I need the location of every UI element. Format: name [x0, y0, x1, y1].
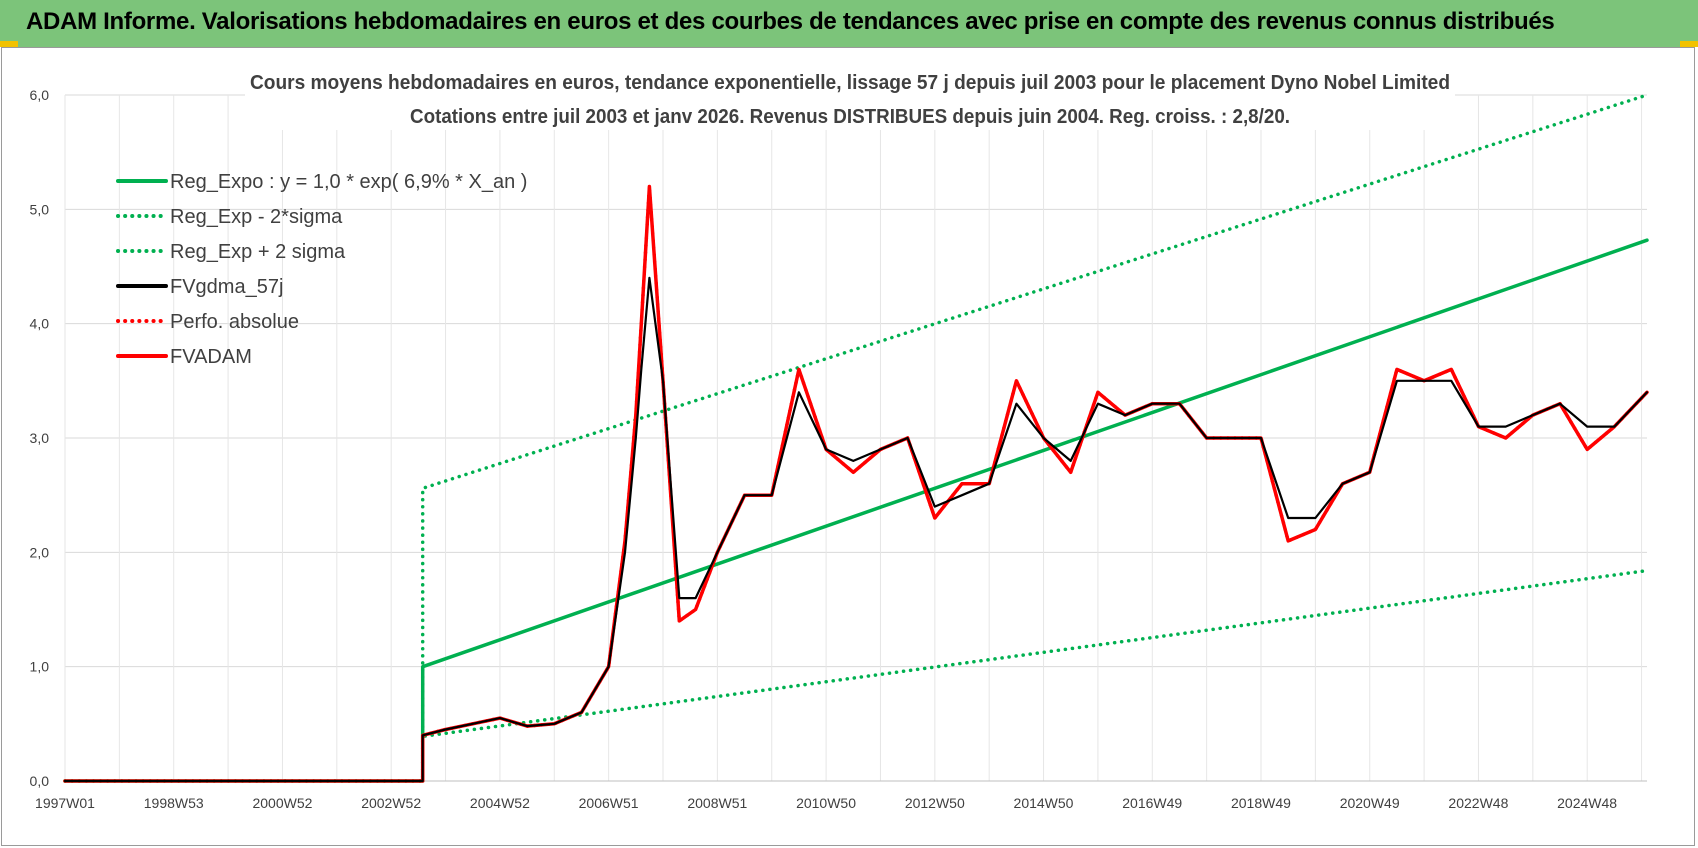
legend-label: Perfo. absolue [170, 311, 299, 333]
page-title: ADAM Informe. Valorisations hebdomadaire… [26, 8, 1555, 35]
legend-label: Reg_Exp + 2 sigma [170, 241, 346, 263]
x-tick-label: 2022W48 [1448, 795, 1508, 811]
x-tick-label: 2014W50 [1014, 795, 1074, 811]
series-line [63, 276, 1649, 783]
x-tick-label: 2012W50 [905, 795, 965, 811]
y-tick-label: 3,0 [30, 430, 50, 446]
x-tick-label: 2002W52 [361, 795, 421, 811]
x-axis-ticks: 1997W01 1998W53 2000W52 2002W52 2004W52 2006W… [35, 795, 1617, 811]
x-tick-label: 2018W49 [1231, 795, 1291, 811]
x-tick-label: 2008W51 [687, 795, 747, 811]
series-line [63, 568, 1649, 783]
x-tick-label: 2024W48 [1557, 795, 1617, 811]
legend-label: Reg_Exp - 2*sigma [170, 206, 343, 228]
legend-label: FVADAM [170, 346, 252, 368]
y-tick-label: 1,0 [30, 659, 50, 675]
header-banner: ADAM Informe. Valorisations hebdomadaire… [0, 0, 1698, 47]
series-line [63, 184, 1649, 783]
x-tick-label: 2016W49 [1122, 795, 1182, 811]
x-tick-label: 1997W01 [35, 795, 95, 811]
title-background [245, 68, 1455, 130]
legend-label: FVgdma_57j [170, 276, 283, 298]
x-tick-label: 2004W52 [470, 795, 530, 811]
y-tick-label: 5,0 [30, 201, 50, 217]
x-tick-label: 2010W50 [796, 795, 856, 811]
y-tick-label: 4,0 [30, 316, 50, 332]
chart-title: Cours moyens hebdomadaires en euros, ten… [250, 72, 1450, 94]
series-line [63, 238, 1649, 783]
series-lines [63, 93, 1649, 783]
legend-label: Reg_Expo : y = 1,0 * exp( 6,9% * X_an ) [170, 171, 527, 193]
y-axis-ticks: 0,0 1,0 2,0 3,0 4,0 5,0 6,0 [30, 87, 50, 789]
grid-lines [64, 94, 1647, 782]
series-line [63, 184, 1649, 783]
x-tick-label: 2006W51 [579, 795, 639, 811]
x-tick-label: 2000W52 [252, 795, 312, 811]
corner-marker-right [1680, 41, 1698, 47]
corner-marker-left [0, 41, 18, 47]
x-tick-label: 2020W49 [1340, 795, 1400, 811]
chart-subtitle: Cotations entre juil 2003 et janv 2026. … [410, 106, 1290, 128]
x-tick-label: 1998W53 [144, 795, 204, 811]
chart-frame [1, 47, 1695, 846]
legend: Reg_Expo : y = 1,0 * exp( 6,9% * X_an ) R… [116, 171, 527, 368]
y-tick-label: 0,0 [30, 773, 50, 789]
y-tick-label: 2,0 [30, 544, 50, 560]
y-tick-label: 6,0 [30, 87, 50, 103]
